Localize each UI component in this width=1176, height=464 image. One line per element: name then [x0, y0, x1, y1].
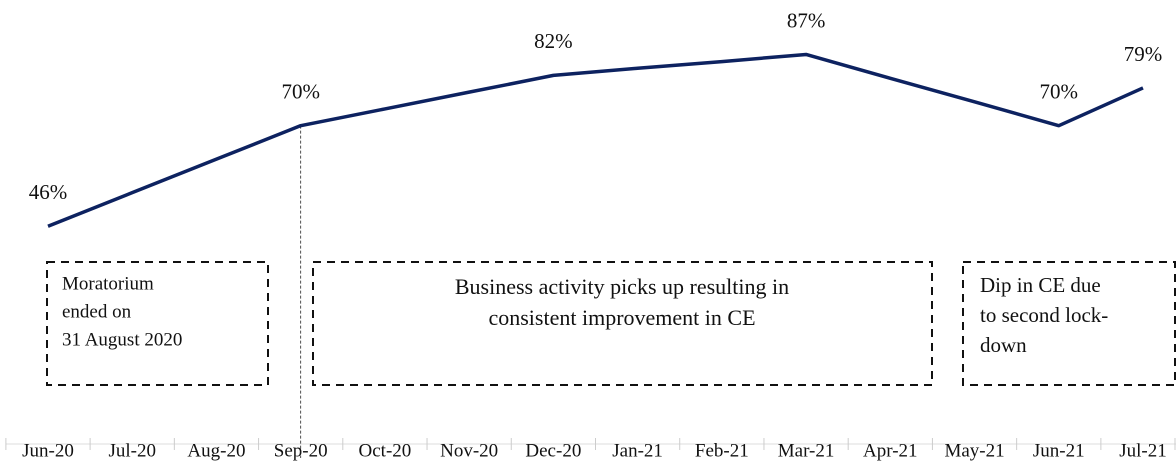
- data-label: 46%: [29, 180, 68, 204]
- annotation-text: to second lock-: [980, 303, 1108, 327]
- annotation-text: Business activity picks up resulting in: [455, 274, 789, 299]
- x-tick-label: Oct-20: [359, 440, 412, 461]
- data-label: 82%: [534, 29, 573, 53]
- annotation-text: Dip in CE due: [980, 273, 1101, 297]
- x-tick-label: Jun-20: [22, 440, 74, 461]
- x-tick-label: Dec-20: [525, 440, 581, 461]
- annotation-box: [46, 261, 269, 386]
- data-label: 70%: [281, 79, 320, 103]
- x-tick-label: Jan-21: [612, 440, 663, 461]
- x-tick-label: Jun-21: [1033, 440, 1085, 461]
- annotation-box: [962, 261, 1176, 386]
- x-tick-label: Nov-20: [440, 440, 498, 461]
- x-tick-label: Feb-21: [695, 440, 749, 461]
- x-tick-label: Apr-21: [863, 440, 918, 461]
- data-label: 70%: [1040, 79, 1079, 103]
- x-tick-label: Jul-21: [1119, 440, 1167, 461]
- x-tick-label: Jul-20: [108, 440, 156, 461]
- annotation-text: 31 August 2020: [62, 329, 182, 350]
- annotation-box: [312, 261, 933, 386]
- annotation-text: Moratorium: [62, 273, 154, 294]
- annotation-text: down: [980, 333, 1027, 357]
- line: [47, 52, 1144, 228]
- annotation-text: ended on: [62, 301, 132, 322]
- x-tick-label: May-21: [944, 440, 1004, 461]
- x-tick-label: Aug-20: [187, 440, 245, 461]
- x-tick-label: Mar-21: [778, 440, 835, 461]
- data-label: 79%: [1124, 42, 1163, 66]
- annotation-text: consistent improvement in CE: [488, 305, 755, 330]
- data-label: 87%: [787, 8, 826, 32]
